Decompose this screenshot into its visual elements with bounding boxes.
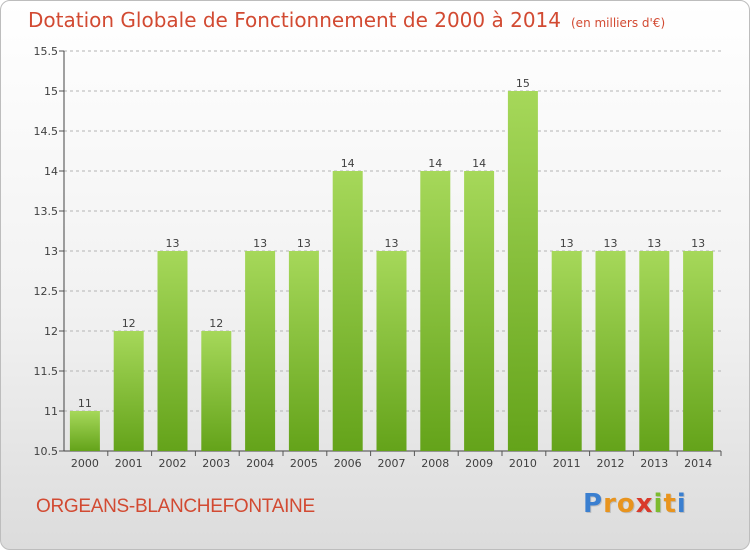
- data-label: 13: [297, 237, 311, 250]
- x-tick-label: 2011: [553, 457, 581, 470]
- data-label: 13: [166, 237, 180, 250]
- x-tick-label: 2007: [378, 457, 406, 470]
- x-tick-label: 2005: [290, 457, 318, 470]
- data-label: 14: [472, 157, 486, 170]
- y-tick-label: 11.5: [34, 365, 59, 378]
- x-tick-label: 2010: [509, 457, 537, 470]
- logo-letter: i: [676, 489, 687, 519]
- bar: [201, 331, 232, 451]
- bar: [639, 251, 670, 451]
- data-label: 13: [647, 237, 661, 250]
- x-tick-label: 2006: [334, 457, 362, 470]
- y-tick-label: 13: [44, 245, 58, 258]
- x-tick-label: 2003: [202, 457, 230, 470]
- logo-letter: P: [583, 489, 604, 519]
- y-tick-label: 10.5: [34, 445, 59, 458]
- data-label: 13: [253, 237, 267, 250]
- x-tick-label: 2009: [465, 457, 493, 470]
- data-label: 15: [516, 77, 530, 90]
- bar: [332, 171, 363, 451]
- x-tick-label: 2014: [684, 457, 712, 470]
- bar: [113, 331, 144, 451]
- logo-letter: x: [635, 489, 654, 519]
- bar: [376, 251, 407, 451]
- data-label: 12: [209, 317, 223, 330]
- bar: [245, 251, 276, 451]
- logo-letter: r: [603, 489, 617, 519]
- y-tick-label: 11: [44, 405, 58, 418]
- bar: [683, 251, 714, 451]
- data-label: 14: [428, 157, 442, 170]
- chart-title: Dotation Globale de Fonctionnement de 20…: [28, 8, 665, 32]
- x-tick-label: 2012: [597, 457, 625, 470]
- bar: [69, 411, 100, 451]
- y-tick-label: 12: [44, 325, 58, 338]
- logo-letter: o: [616, 489, 636, 519]
- y-tick-label: 15.5: [34, 45, 59, 58]
- data-label: 12: [122, 317, 136, 330]
- y-tick-label: 14: [44, 165, 58, 178]
- x-tick-label: 2001: [115, 457, 143, 470]
- unit-label: (en milliers d'€): [571, 16, 666, 30]
- commune-name: ORGEANS-BLANCHEFONTAINE: [36, 496, 315, 517]
- y-tick-label: 12.5: [34, 285, 59, 298]
- bar: [464, 171, 495, 451]
- data-label: 13: [604, 237, 618, 250]
- bar: [288, 251, 319, 451]
- bar: [551, 251, 582, 451]
- bar: [157, 251, 188, 451]
- data-label: 13: [385, 237, 399, 250]
- x-tick-label: 2000: [71, 457, 99, 470]
- data-label: 11: [78, 397, 92, 410]
- x-tick-label: 2013: [640, 457, 668, 470]
- data-label: 13: [691, 237, 705, 250]
- logo-letter: i: [653, 489, 664, 519]
- y-tick-label: 15: [44, 85, 58, 98]
- logo-letter: t: [663, 489, 677, 519]
- data-label: 14: [341, 157, 355, 170]
- proxiti-logo: Proxiti: [583, 489, 687, 519]
- data-label: 13: [560, 237, 574, 250]
- y-tick-label: 14.5: [34, 125, 59, 138]
- x-tick-label: 2004: [246, 457, 274, 470]
- title-text: Dotation Globale de Fonctionnement de 20…: [28, 8, 561, 32]
- x-tick-label: 2002: [159, 457, 187, 470]
- bar: [595, 251, 626, 451]
- y-tick-label: 13.5: [34, 205, 59, 218]
- bar: [420, 171, 451, 451]
- bar: [507, 91, 538, 451]
- x-tick-label: 2008: [421, 457, 449, 470]
